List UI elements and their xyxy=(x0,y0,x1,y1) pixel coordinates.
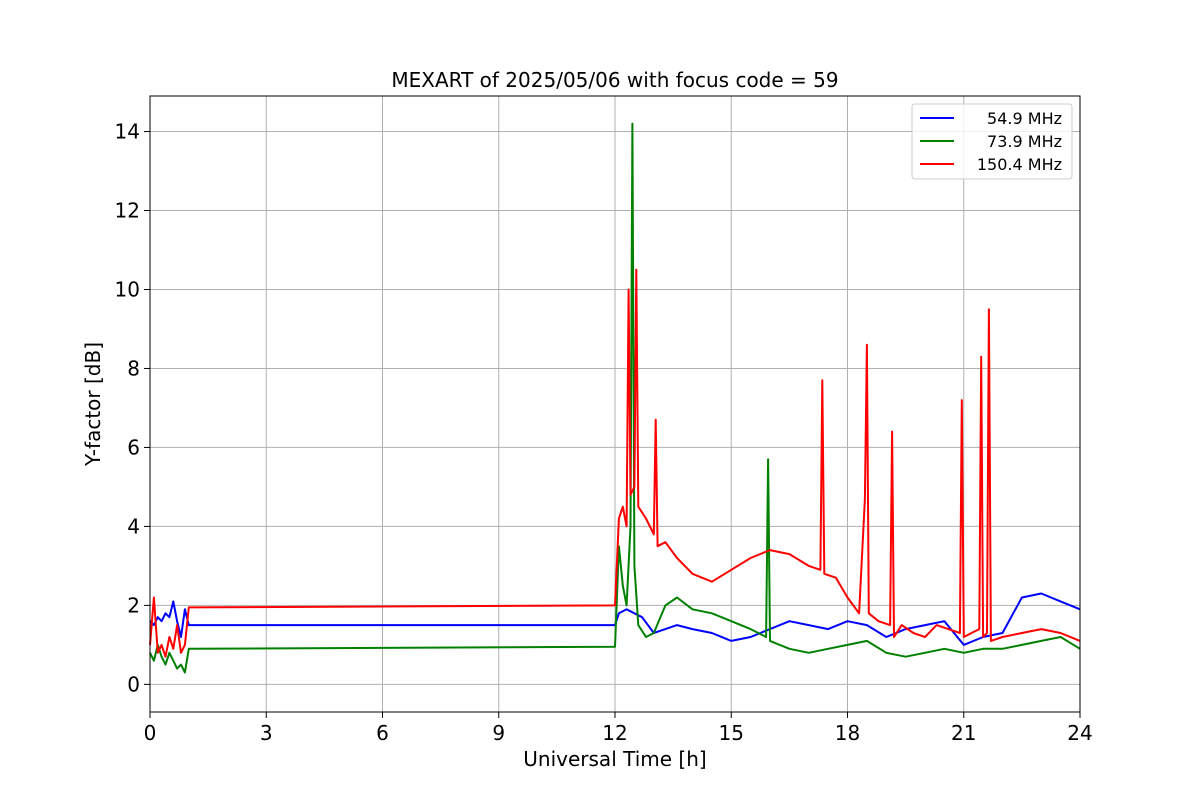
x-tick-label: 21 xyxy=(951,721,976,745)
x-tick-label: 24 xyxy=(1067,721,1092,745)
y-axis-title: Y-factor [dB] xyxy=(81,342,105,467)
series-line-1 xyxy=(149,592,1081,646)
y-tick-label: 12 xyxy=(115,199,140,223)
x-tick-label: 3 xyxy=(260,721,273,745)
y-tick-label: 4 xyxy=(127,514,140,538)
series-line-2 xyxy=(149,122,1081,674)
series-line-3 xyxy=(149,268,1081,658)
legend-label-3: 150.4 MHz xyxy=(977,155,1062,174)
y-tick-label: 2 xyxy=(127,593,140,617)
y-tick-label: 0 xyxy=(127,672,140,696)
series-layer xyxy=(149,122,1081,674)
y-tick-label: 14 xyxy=(115,120,140,144)
y-tick-label: 10 xyxy=(115,277,140,301)
y-tick-label: 8 xyxy=(127,356,140,380)
x-tick-label: 12 xyxy=(602,721,627,745)
y-tick-label: 6 xyxy=(127,435,140,459)
legend-items: 54.9 MHz 73.9 MHz 150.4 MHz xyxy=(920,109,1062,174)
legend-label-2: 73.9 MHz xyxy=(987,132,1062,151)
x-tick-label: 18 xyxy=(835,721,860,745)
x-tick-label: 9 xyxy=(492,721,505,745)
legend-box xyxy=(911,103,1073,180)
x-axis-title: Universal Time [h] xyxy=(523,747,706,771)
chart-title: MEXART of 2025/05/06 with focus code = 5… xyxy=(391,68,838,92)
legend: 54.9 MHz 73.9 MHz 150.4 MHz xyxy=(911,103,1073,180)
x-tick-label: 0 xyxy=(144,721,157,745)
legend-label-1: 54.9 MHz xyxy=(987,109,1062,128)
x-tick-label: 6 xyxy=(376,721,389,745)
x-tick-label: 15 xyxy=(719,721,744,745)
